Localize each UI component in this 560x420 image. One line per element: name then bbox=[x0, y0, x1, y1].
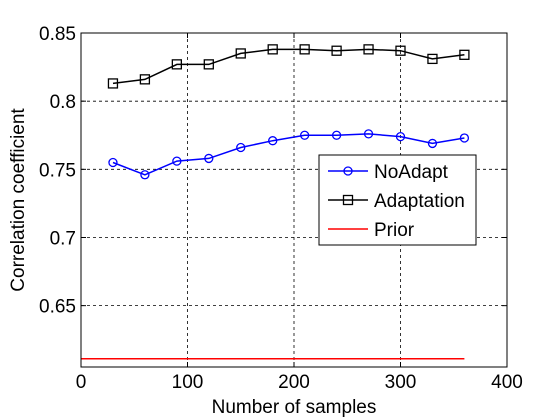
data-point-noadapt bbox=[459, 133, 470, 143]
x-tick-label: 0 bbox=[76, 372, 87, 393]
data-point-noadapt bbox=[299, 130, 310, 140]
data-point-noadapt bbox=[236, 142, 246, 153]
legend-label-adaptation: Adaptation bbox=[374, 191, 465, 212]
x-tick-label: 200 bbox=[278, 372, 310, 393]
data-point-adaptation bbox=[171, 59, 183, 70]
legend-label-noadapt: NoAdapt bbox=[374, 162, 449, 183]
data-point-adaptation bbox=[299, 44, 310, 55]
data-point-adaptation bbox=[363, 44, 374, 55]
data-point-noadapt bbox=[172, 156, 182, 166]
x-tick-label: 100 bbox=[172, 372, 204, 393]
legend-item-noadapt: NoAdapt bbox=[328, 162, 449, 183]
series-line-noadapt bbox=[112, 133, 465, 176]
data-point-noadapt bbox=[363, 129, 374, 139]
data-point-noadapt bbox=[395, 131, 406, 142]
legend-marker-adaptation bbox=[342, 194, 354, 206]
tick-labels: 0 100 200 300 400 0.65 0.7 0.75 0.8 0.85 bbox=[39, 24, 523, 393]
data-point-adaptation bbox=[107, 78, 119, 89]
data-point-adaptation bbox=[203, 59, 214, 70]
legend: NoAdapt Adaptation Prior bbox=[318, 154, 477, 246]
series-adaptation bbox=[107, 44, 470, 89]
x-axis-label: Number of samples bbox=[212, 397, 377, 418]
series-line-adaptation bbox=[112, 48, 465, 85]
data-point-noadapt bbox=[427, 138, 438, 149]
series-layer bbox=[81, 44, 470, 360]
data-point-adaptation bbox=[235, 48, 246, 59]
data-point-adaptation bbox=[267, 44, 278, 55]
data-point-adaptation bbox=[395, 45, 406, 56]
data-point-adaptation bbox=[427, 53, 438, 65]
data-point-noadapt bbox=[108, 157, 118, 168]
y-tick-label: 0.75 bbox=[39, 160, 76, 181]
data-point-noadapt bbox=[204, 153, 214, 164]
data-point-adaptation bbox=[331, 45, 342, 56]
data-point-noadapt bbox=[140, 170, 150, 180]
y-tick-label: 0.65 bbox=[39, 297, 76, 318]
y-axis-label: Correlation coefficient bbox=[8, 108, 29, 292]
x-tick-label: 300 bbox=[385, 372, 417, 393]
x-tick-label: 400 bbox=[491, 372, 523, 393]
legend-item-prior: Prior bbox=[328, 220, 415, 241]
legend-marker-noadapt bbox=[343, 166, 353, 176]
data-point-adaptation bbox=[139, 74, 151, 85]
data-point-adaptation bbox=[459, 49, 470, 60]
data-point-noadapt bbox=[331, 130, 342, 140]
legend-item-adaptation: Adaptation bbox=[328, 191, 465, 212]
legend-label-prior: Prior bbox=[374, 220, 415, 241]
y-tick-label: 0.7 bbox=[50, 228, 76, 249]
ticks bbox=[80, 32, 508, 367]
data-point-noadapt bbox=[268, 136, 278, 146]
y-tick-label: 0.8 bbox=[50, 92, 76, 113]
y-tick-label: 0.85 bbox=[39, 24, 76, 45]
series-noadapt bbox=[108, 129, 470, 180]
